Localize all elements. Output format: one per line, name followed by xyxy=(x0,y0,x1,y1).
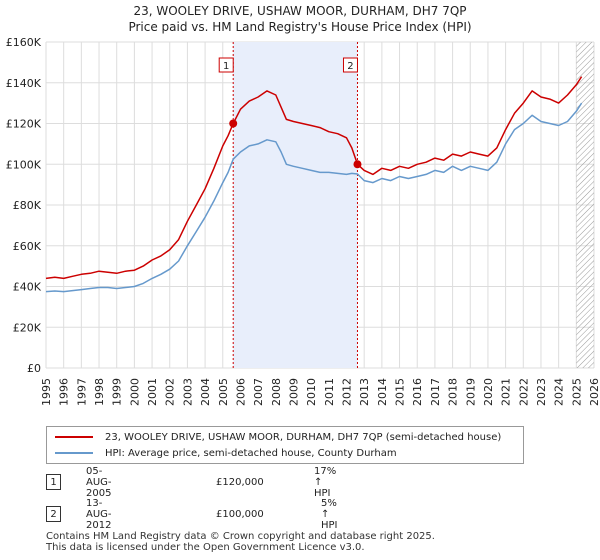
transaction-hpi-diff: 17% ↑ HPI xyxy=(314,465,337,499)
x-tick-label: 2022 xyxy=(517,378,530,406)
forecast-hatch xyxy=(576,42,594,368)
x-tick-label: 2009 xyxy=(287,378,300,406)
x-tick-label: 2017 xyxy=(429,378,442,406)
transaction-label-box xyxy=(342,57,358,73)
price-chart: 1 2 £0 £20K £40K £60K £80K £100K £120K £140K £160… xyxy=(6,36,600,406)
x-tick-label: 1996 xyxy=(58,378,71,406)
y-tick-label: £40K xyxy=(13,281,42,294)
x-tick-label: 1997 xyxy=(75,378,88,406)
x-tick-label: 1998 xyxy=(93,378,106,406)
y-tick-label: £100K xyxy=(6,158,42,171)
transaction-hpi-diff: 5% ↑ HPI xyxy=(321,497,338,531)
transaction-badge: 2 xyxy=(46,506,61,522)
x-tick-label: 2010 xyxy=(305,378,318,406)
x-tick-label: 2023 xyxy=(535,378,548,406)
chart-subtitle: Price paid vs. HM Land Registry's House … xyxy=(128,20,472,34)
x-tick-label: 2019 xyxy=(464,378,477,406)
ownership-period-shade xyxy=(233,42,358,368)
transaction-row: 1 05-AUG-2005 £120,000 17% ↑ HPI xyxy=(46,466,336,499)
x-tick-label: 2021 xyxy=(500,378,513,406)
legend-swatch-price xyxy=(55,436,93,438)
x-tick-label: 2003 xyxy=(181,378,194,406)
x-tick-label: 2025 xyxy=(570,378,583,406)
transaction-price: £120,000 xyxy=(216,476,264,488)
x-tick-label: 2000 xyxy=(128,378,141,406)
x-tick-label: 2008 xyxy=(270,378,283,406)
x-tick-label: 2012 xyxy=(341,378,354,406)
x-tick-label: 2024 xyxy=(553,378,566,406)
x-tick-label: 2014 xyxy=(376,378,389,406)
x-tick-label: 2005 xyxy=(217,378,230,406)
transaction-date: 05-AUG-2005 xyxy=(86,465,112,499)
footer-copyright: Contains HM Land Registry data © Crown c… xyxy=(46,531,435,542)
price-paid-line xyxy=(45,76,583,280)
y-tick-label: £160K xyxy=(6,36,42,49)
chart-legend: 23, WOOLEY DRIVE, USHAW MOOR, DURHAM, DH… xyxy=(46,426,524,464)
legend-swatch-hpi xyxy=(55,452,93,454)
transaction-label-box xyxy=(218,57,234,73)
x-tick-label: 1995 xyxy=(40,378,53,406)
legend-label-hpi: HPI: Average price, semi-detached house,… xyxy=(105,447,397,459)
transaction-label: 2 xyxy=(347,61,353,72)
transaction-date: 13-AUG-2012 xyxy=(86,497,112,531)
transaction-point xyxy=(229,119,238,128)
y-tick-label: £120K xyxy=(6,118,42,131)
transaction-price: £100,000 xyxy=(216,508,264,520)
x-tick-label: 2007 xyxy=(252,378,265,406)
footer-licence: This data is licensed under the Open Gov… xyxy=(46,542,365,553)
x-tick-label: 2013 xyxy=(358,378,371,406)
transaction-row: 2 13-AUG-2012 £100,000 5% ↑ HPI xyxy=(46,498,338,531)
x-tick-label: 2026 xyxy=(588,378,600,406)
y-tick-label: £80K xyxy=(13,199,42,212)
y-tick-label: £140K xyxy=(6,77,42,90)
x-tick-label: 2011 xyxy=(323,378,336,406)
legend-item-price: 23, WOOLEY DRIVE, USHAW MOOR, DURHAM, DH… xyxy=(55,430,501,444)
x-tick-label: 2006 xyxy=(234,378,247,406)
x-tick-label: 2018 xyxy=(447,378,460,406)
hpi-line xyxy=(45,102,583,293)
y-tick-label: £0 xyxy=(27,362,41,375)
x-tick-label: 2002 xyxy=(164,378,177,406)
x-tick-label: 2004 xyxy=(199,378,212,406)
transaction-badge: 1 xyxy=(46,474,61,490)
x-tick-label: 2016 xyxy=(411,378,424,406)
transaction-label: 1 xyxy=(223,61,229,72)
legend-item-hpi: HPI: Average price, semi-detached house,… xyxy=(55,446,397,460)
chart-title-address: 23, WOOLEY DRIVE, USHAW MOOR, DURHAM, DH… xyxy=(133,4,467,18)
x-tick-label: 1999 xyxy=(111,378,124,406)
y-tick-label: £20K xyxy=(13,321,42,334)
transaction-point xyxy=(353,160,362,169)
x-tick-label: 2020 xyxy=(482,378,495,406)
x-tick-label: 2015 xyxy=(394,378,407,406)
legend-label-price: 23, WOOLEY DRIVE, USHAW MOOR, DURHAM, DH… xyxy=(105,431,502,443)
x-tick-label: 2001 xyxy=(146,378,159,406)
y-tick-label: £60K xyxy=(13,240,42,253)
